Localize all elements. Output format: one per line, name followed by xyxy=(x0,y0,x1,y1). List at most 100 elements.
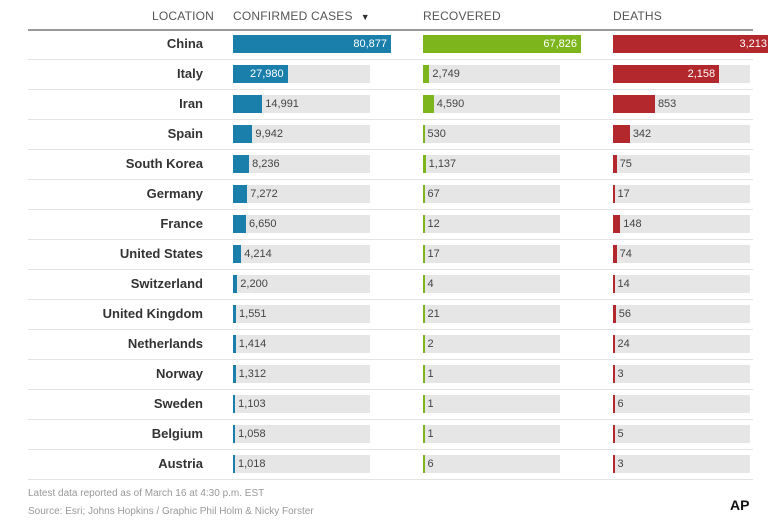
recovered-bar xyxy=(423,395,425,413)
confirmed-value-label: 1,103 xyxy=(238,398,266,410)
recovered-bar-track xyxy=(423,455,560,473)
deaths-bar-track xyxy=(613,245,750,263)
location-label: Switzerland xyxy=(130,276,203,291)
confirmed-value-label: 1,018 xyxy=(237,458,266,470)
confirmed-bar-track xyxy=(233,185,370,203)
confirmed-value-label: 80,877 xyxy=(353,38,387,50)
recovered-column-header: RECOVERED xyxy=(423,9,501,23)
confirmed-bar-track xyxy=(233,245,370,263)
deaths-value-label: 3 xyxy=(617,368,624,380)
row-divider xyxy=(28,149,753,150)
deaths-bar xyxy=(613,365,615,383)
recovered-value-label: 67 xyxy=(427,188,440,200)
row-divider xyxy=(28,89,753,90)
header-divider xyxy=(28,29,753,31)
confirmed-bar-track xyxy=(233,365,370,383)
deaths-bar xyxy=(613,95,655,113)
deaths-value-label: 14 xyxy=(617,278,630,290)
location-label: Germany xyxy=(146,186,203,201)
table-row: Iran 14,991 4,590 853 xyxy=(0,95,768,125)
recovered-bar-track xyxy=(423,335,560,353)
row-divider xyxy=(28,209,753,210)
deaths-bar-track xyxy=(613,155,750,173)
recovered-value-label: 21 xyxy=(427,308,440,320)
deaths-value-label: 75 xyxy=(619,158,632,170)
confirmed-value-label: 7,272 xyxy=(250,188,278,200)
table-row: United States 4,214 17 74 xyxy=(0,245,768,275)
recovered-bar-track xyxy=(423,95,560,113)
recovered-bar xyxy=(423,245,425,263)
location-label: Spain xyxy=(167,126,203,141)
confirmed-bar-track xyxy=(233,425,370,443)
deaths-value-label: 56 xyxy=(618,308,631,320)
deaths-bar xyxy=(613,335,615,353)
table-row: Sweden 1,103 1 6 xyxy=(0,395,768,425)
deaths-column-header: DEATHS xyxy=(613,9,662,23)
recovered-bar-track xyxy=(423,245,560,263)
recovered-bar xyxy=(423,305,425,323)
row-divider xyxy=(28,269,753,270)
row-divider xyxy=(28,179,753,180)
deaths-value-label: 5 xyxy=(617,428,624,440)
deaths-value-label: 3 xyxy=(617,458,624,470)
recovered-bar xyxy=(423,155,426,173)
location-label: France xyxy=(160,216,203,231)
confirmed-bar-track xyxy=(233,215,370,233)
location-label: Austria xyxy=(158,456,203,471)
recovered-bar-track xyxy=(423,425,560,443)
recovered-value-label: 6 xyxy=(427,458,434,470)
deaths-bar-track xyxy=(613,335,750,353)
confirmed-value-label: 14,991 xyxy=(265,98,299,110)
location-label: Sweden xyxy=(153,396,203,411)
recovered-bar-track xyxy=(423,215,560,233)
confirmed-bar xyxy=(233,245,242,263)
deaths-value-label: 2,158 xyxy=(687,68,716,80)
recovered-bar xyxy=(423,275,425,293)
deaths-value-label: 853 xyxy=(657,98,677,110)
location-label: South Korea xyxy=(125,156,203,171)
location-column-header: LOCATION xyxy=(152,9,215,23)
location-label: United Kingdom xyxy=(102,306,203,321)
confirmed-bar-track xyxy=(233,155,370,173)
confirmed-bar-track xyxy=(233,125,370,143)
ap-logo: AP xyxy=(730,497,750,513)
row-divider xyxy=(28,479,753,480)
confirmed-column-header[interactable]: CONFIRMED CASES ▼ xyxy=(233,9,370,23)
sort-descending-icon[interactable]: ▼ xyxy=(360,12,370,22)
data-timestamp-note: Latest data reported as of March 16 at 4… xyxy=(28,488,265,499)
deaths-bar-track xyxy=(613,455,750,473)
table-row: Spain 9,942 530 342 xyxy=(0,125,768,155)
recovered-value-label: 1 xyxy=(427,428,434,440)
recovered-bar-track xyxy=(423,275,560,293)
confirmed-bar-track xyxy=(233,275,370,293)
row-divider xyxy=(28,419,753,420)
confirmed-bar xyxy=(233,455,235,473)
location-label: Netherlands xyxy=(127,336,203,351)
row-divider xyxy=(28,329,753,330)
recovered-bar-track xyxy=(423,305,560,323)
recovered-bar-track xyxy=(423,395,560,413)
recovered-value-label: 1,137 xyxy=(428,158,457,170)
recovered-value-label: 1 xyxy=(427,368,434,380)
confirmed-value-label: 1,312 xyxy=(238,368,267,380)
table-row: Switzerland 2,200 4 14 xyxy=(0,275,768,305)
deaths-value-label: 148 xyxy=(623,218,642,230)
deaths-value-label: 3,213 xyxy=(739,38,767,50)
deaths-bar xyxy=(613,35,768,53)
deaths-bar xyxy=(613,215,621,233)
deaths-bar xyxy=(613,425,615,443)
row-divider xyxy=(28,119,753,120)
row-divider xyxy=(28,299,753,300)
recovered-bar xyxy=(423,425,425,443)
table-row: Norway 1,312 1 3 xyxy=(0,365,768,395)
recovered-bar xyxy=(423,125,425,143)
row-divider xyxy=(28,239,753,240)
confirmed-header-label: CONFIRMED CASES xyxy=(233,9,353,23)
location-label: United States xyxy=(119,246,203,261)
table-row: Austria 1,018 6 3 xyxy=(0,455,768,485)
confirmed-bar xyxy=(233,95,263,113)
recovered-value-label: 2 xyxy=(427,338,434,350)
deaths-bar xyxy=(613,305,616,323)
deaths-bar xyxy=(613,125,630,143)
